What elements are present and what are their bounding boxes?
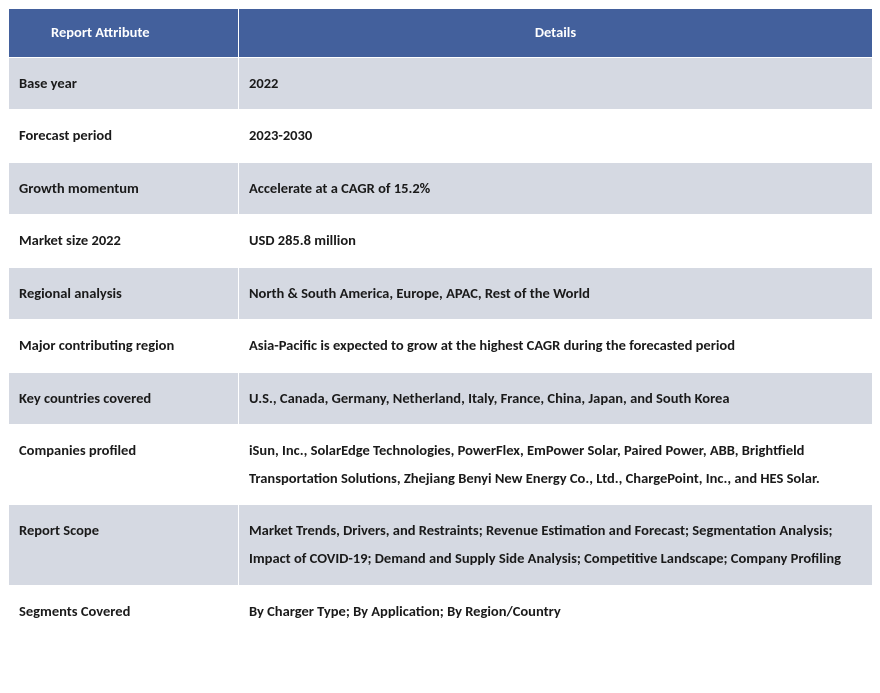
cell-details: U.S., Canada, Germany, Netherland, Italy… [239, 372, 873, 425]
cell-attribute: Forecast period [9, 110, 239, 163]
table-row: Major contributing region Asia-Pacific i… [9, 320, 873, 373]
cell-attribute: Key countries covered [9, 372, 239, 425]
report-attributes-table: Report Attribute Details Base year 2022 … [8, 8, 873, 638]
table-row: Market size 2022 USD 285.8 million [9, 215, 873, 268]
col-header-details: Details [239, 9, 873, 58]
cell-attribute: Base year [9, 57, 239, 110]
cell-details: North & South America, Europe, APAC, Res… [239, 267, 873, 320]
table-row: Companies profiled iSun, Inc., SolarEdge… [9, 425, 873, 505]
cell-attribute: Report Scope [9, 505, 239, 585]
cell-details: iSun, Inc., SolarEdge Technologies, Powe… [239, 425, 873, 505]
cell-details: Asia-Pacific is expected to grow at the … [239, 320, 873, 373]
cell-details: USD 285.8 million [239, 215, 873, 268]
cell-details: By Charger Type; By Application; By Regi… [239, 585, 873, 638]
cell-attribute: Companies profiled [9, 425, 239, 505]
cell-details: 2023-2030 [239, 110, 873, 163]
cell-attribute: Market size 2022 [9, 215, 239, 268]
cell-attribute: Major contributing region [9, 320, 239, 373]
table-row: Base year 2022 [9, 57, 873, 110]
table-row: Growth momentum Accelerate at a CAGR of … [9, 162, 873, 215]
cell-details: 2022 [239, 57, 873, 110]
table-row: Key countries covered U.S., Canada, Germ… [9, 372, 873, 425]
table-row: Forecast period 2023-2030 [9, 110, 873, 163]
cell-attribute: Segments Covered [9, 585, 239, 638]
cell-attribute: Growth momentum [9, 162, 239, 215]
cell-details: Market Trends, Drivers, and Restraints; … [239, 505, 873, 585]
table-header: Report Attribute Details [9, 9, 873, 58]
table-row: Regional analysis North & South America,… [9, 267, 873, 320]
table-row: Report Scope Market Trends, Drivers, and… [9, 505, 873, 585]
cell-attribute: Regional analysis [9, 267, 239, 320]
table-row: Segments Covered By Charger Type; By App… [9, 585, 873, 638]
cell-details: Accelerate at a CAGR of 15.2% [239, 162, 873, 215]
col-header-attribute: Report Attribute [9, 9, 239, 58]
table-body: Base year 2022 Forecast period 2023-2030… [9, 57, 873, 638]
